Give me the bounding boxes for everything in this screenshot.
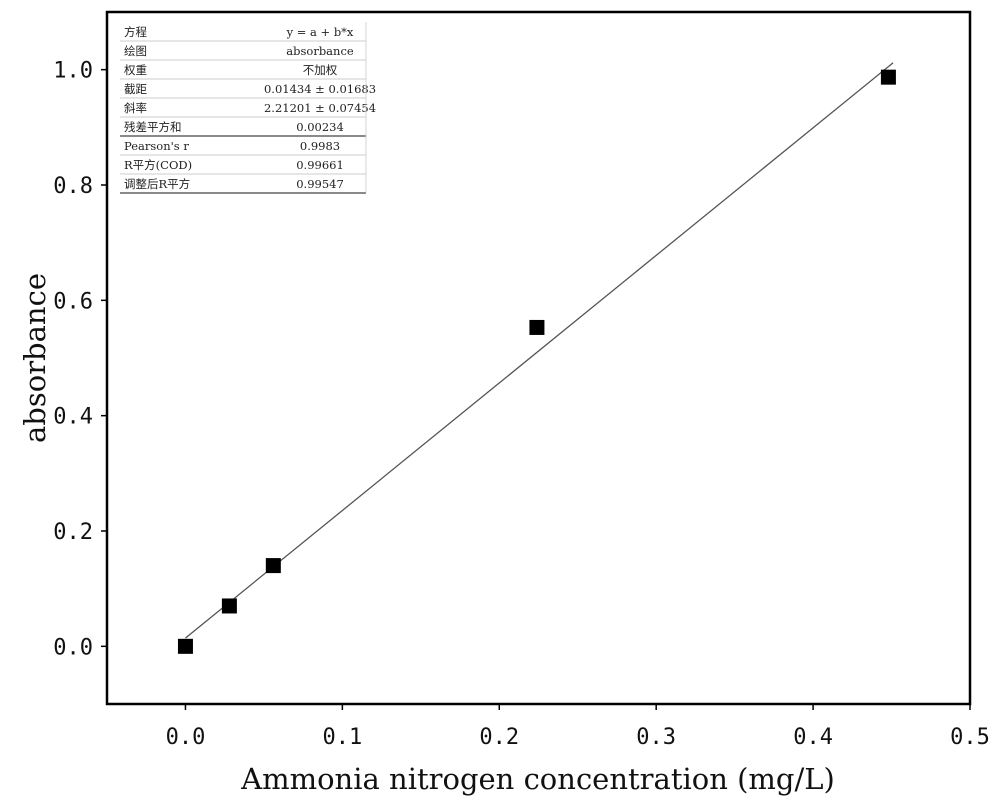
fit-table-value: 0.99547 <box>296 177 344 191</box>
fit-table-value: 0.9983 <box>300 139 340 153</box>
plot-frame <box>105 10 972 706</box>
fit-table-label: 截距 <box>124 82 147 96</box>
fit-table-value: y = a + b*x <box>286 25 354 39</box>
x-tick-label: 0.0 <box>166 725 206 750</box>
fit-line <box>185 62 894 639</box>
fit-table-label: 调整后R平方 <box>124 177 190 191</box>
data-point <box>221 598 237 614</box>
x-tick-label: 0.2 <box>479 725 519 750</box>
data-points <box>177 69 896 654</box>
y-tick-label: 0.0 <box>53 635 93 660</box>
fit-table-label: 权重 <box>124 63 147 77</box>
y-axis-ticks: 0.0 0.2 0.4 0.6 0.8 1.0 <box>53 59 107 660</box>
fit-table-value: 不加权 <box>303 63 338 77</box>
y-tick-label: 0.6 <box>53 289 93 314</box>
fit-table-value: 2.21201 ± 0.07454 <box>264 101 376 115</box>
fit-table-background <box>120 22 366 193</box>
data-point <box>177 638 193 654</box>
fit-table-label: 残差平方和 <box>124 120 182 134</box>
fit-table-label: 绘图 <box>124 44 147 58</box>
fit-table-label: 方程 <box>124 25 147 39</box>
data-point <box>880 69 896 85</box>
x-axis-title: Ammonia nitrogen concentration (mg/L) <box>240 762 835 796</box>
y-tick-label: 0.2 <box>53 520 93 545</box>
fit-table-label: Pearson's r <box>124 139 189 153</box>
x-tick-label: 0.3 <box>636 725 676 750</box>
x-axis-ticks: 0.0 0.1 0.2 0.3 0.4 0.5 <box>166 704 990 750</box>
y-axis-title: absorbance <box>18 273 52 443</box>
fit-table-value: 0.00234 <box>296 120 344 134</box>
y-tick-label: 0.8 <box>53 174 93 199</box>
fit-table-value: absorbance <box>286 44 354 58</box>
data-point <box>265 558 281 574</box>
fit-table-value: 0.99661 <box>296 158 344 172</box>
fit-table-value: 0.01434 ± 0.01683 <box>264 82 376 96</box>
x-tick-label: 0.5 <box>950 725 990 750</box>
x-tick-label: 0.1 <box>322 725 362 750</box>
data-point <box>529 319 545 335</box>
y-tick-label: 1.0 <box>53 59 93 84</box>
fit-table-label: 斜率 <box>124 101 147 115</box>
y-tick-label: 0.4 <box>53 405 93 430</box>
fit-table-label: R平方(COD) <box>124 158 192 172</box>
x-tick-label: 0.4 <box>793 725 833 750</box>
